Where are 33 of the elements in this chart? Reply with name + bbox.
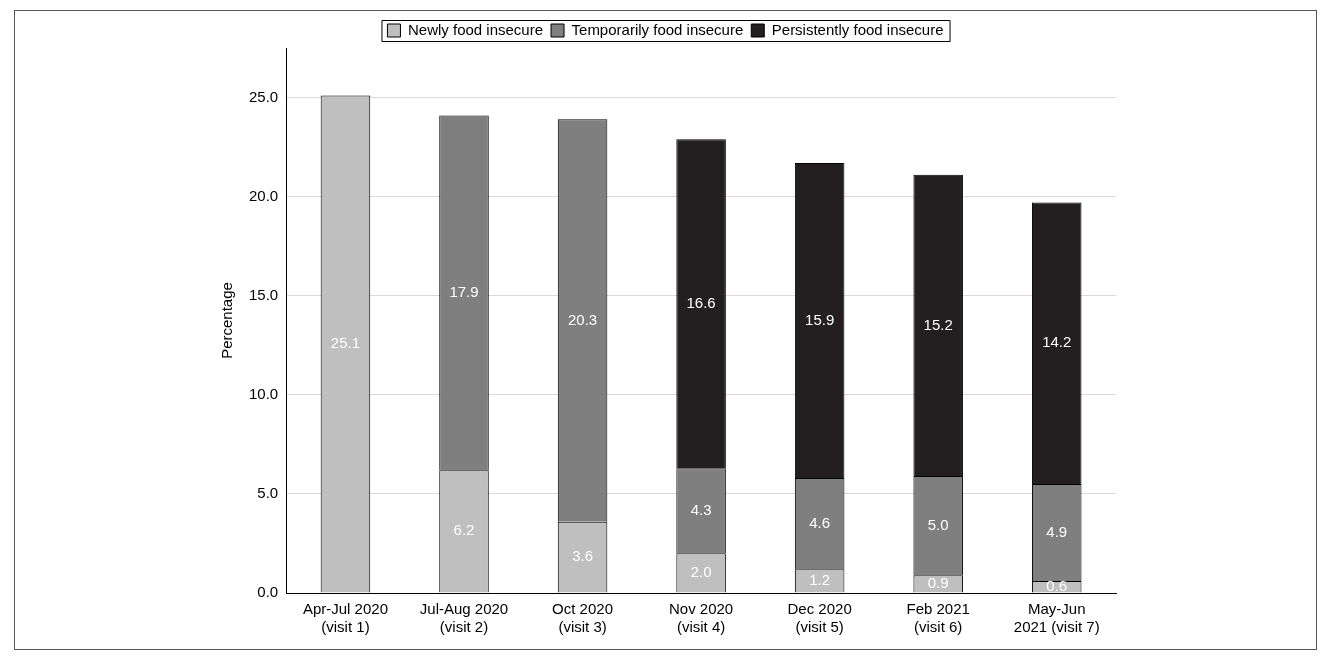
data-label: 0.9 xyxy=(927,573,949,591)
data-label: 17.9 xyxy=(449,282,479,300)
data-label: 15.2 xyxy=(923,315,953,333)
data-label: 16.6 xyxy=(686,293,716,311)
y-tick-label: 15.0 xyxy=(248,285,279,303)
data-label: 6.2 xyxy=(453,521,475,539)
data-label: 25.1 xyxy=(330,334,361,352)
y-tick-label: 25.0 xyxy=(248,87,279,105)
data-label: 5.0 xyxy=(927,515,949,533)
legend-label: Newly food insecure xyxy=(407,20,544,38)
data-label: 4.9 xyxy=(1046,522,1068,540)
x-tick-label: Apr-Jul 2020 (visit 1) xyxy=(302,600,388,636)
x-tick-label: Feb 2021 (visit 6) xyxy=(906,600,970,636)
y-tick-label: 0.0 xyxy=(257,583,279,601)
x-tick-label: Nov 2020 (visit 4) xyxy=(668,600,734,636)
data-label: 3.6 xyxy=(572,547,593,565)
y-tick-label: 20.0 xyxy=(248,186,279,204)
data-label: 4.6 xyxy=(809,513,831,531)
x-tick-label: May-Jun 2021 (visit 7) xyxy=(1013,600,1100,636)
data-label: 4.3 xyxy=(690,500,712,518)
data-label: 1.2 xyxy=(809,571,831,588)
x-tick-label: Dec 2020 (visit 5) xyxy=(787,600,852,636)
x-tick-label: Jul-Aug 2020 (visit 2) xyxy=(419,600,509,636)
data-label: 2.0 xyxy=(690,563,712,581)
data-label: 14.2 xyxy=(1042,333,1072,351)
legend-label: Temporarily food insecure xyxy=(571,20,744,38)
x-tick-label: Oct 2020 (visit 3) xyxy=(552,600,613,636)
y-axis-title: Percentage xyxy=(218,282,236,359)
data-label: 15.9 xyxy=(805,310,835,328)
y-tick-label: 10.0 xyxy=(248,384,279,402)
data-label: 20.3 xyxy=(567,310,598,328)
legend-label: Persistently food insecure xyxy=(771,20,944,38)
y-tick-label: 5.0 xyxy=(257,484,279,502)
